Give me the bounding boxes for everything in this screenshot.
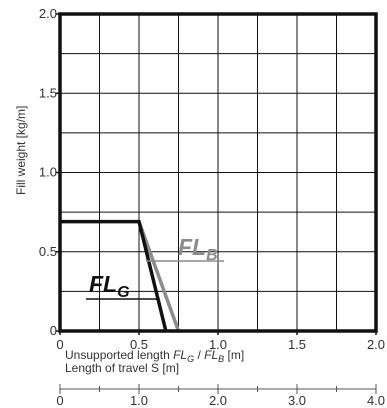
series-label-flg: FLG: [89, 271, 130, 301]
series-line-flg: [60, 219, 168, 332]
x-tick-labels: 0 0.5 1.0 1.5 2.0: [56, 337, 385, 352]
y-tick-label: 1.5: [39, 85, 57, 100]
secondary-tick-label: 1.0: [130, 393, 148, 408]
y-tick-label: 2.0: [39, 6, 57, 21]
x-tick-label: 0.5: [130, 337, 148, 352]
x-axis-title-sub-g: G: [187, 354, 194, 364]
series-line-flb: [137, 221, 181, 332]
secondary-tick-label: 0: [56, 393, 63, 408]
x-tick-label: 1.0: [209, 337, 227, 352]
series-layer: [60, 219, 181, 332]
y-tick-labels: 0 0.5 1.0 1.5 2.0: [39, 6, 57, 338]
x-tick-label: 1.5: [288, 337, 306, 352]
y-tick-label: 0.5: [39, 244, 57, 259]
y-tick-label: 1.0: [39, 165, 57, 180]
grid-lines: [60, 14, 376, 331]
secondary-tick-label: 4.0: [367, 393, 385, 408]
secondary-axis: 0 1.0 2.0 3.0 4.0: [56, 384, 385, 408]
secondary-tick-label: 3.0: [288, 393, 306, 408]
x-axis-title: Unsupported length FLG / FLB [m]: [65, 348, 244, 364]
y-tick-label: 0: [50, 323, 57, 338]
tick-marks: [56, 13, 377, 335]
x-axis-title-prefix: Unsupported length: [65, 348, 173, 362]
travel-axis-title: Length of travel S [m]: [65, 361, 179, 375]
series-labels: FLB FLG: [86, 234, 224, 301]
x-axis-title-fl: FL: [173, 348, 187, 362]
x-axis-title-fl-b: FL: [204, 348, 218, 362]
x-tick-label: 2.0: [367, 337, 385, 352]
x-axis-title-suffix: [m]: [224, 348, 244, 362]
series-label-flb: FLB: [178, 234, 218, 264]
y-axis-title: Fill weight [kg/m]: [14, 106, 28, 195]
x-tick-label: 0: [56, 337, 63, 352]
x-axis-title-sub-b: B: [218, 354, 224, 364]
secondary-tick-label: 2.0: [209, 393, 227, 408]
